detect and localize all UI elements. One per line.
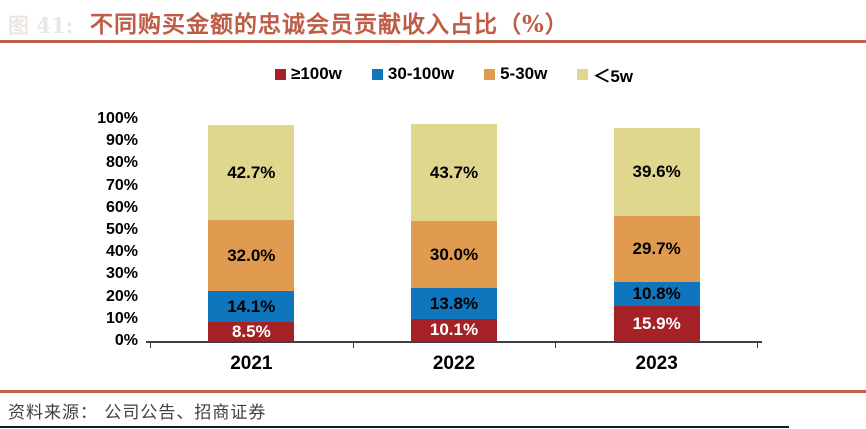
y-axis-tick-label: 40% bbox=[105, 243, 138, 261]
x-axis-category-label: 2023 bbox=[635, 353, 678, 374]
y-axis-tick-label: 20% bbox=[105, 287, 138, 305]
bar-segment-value-label: 29.7% bbox=[632, 239, 681, 259]
bar-segment-2023-30-100w: 10.8% bbox=[613, 281, 700, 306]
bar-segment-value-label: 43.7% bbox=[429, 163, 479, 183]
bar-segment-value-label: 32.0% bbox=[227, 245, 276, 265]
bar-segment-2021-≥100w: 8.5% bbox=[208, 322, 295, 342]
y-axis-tick-label: 10% bbox=[105, 309, 138, 327]
x-axis-line bbox=[146, 341, 762, 343]
chart-title: 不同购买金额的忠诚会员贡献收入占比（%） bbox=[90, 11, 569, 38]
legend-item: 5-30w bbox=[484, 64, 547, 84]
bar-segment-2023-5-30w: 29.7% bbox=[613, 215, 700, 282]
legend-swatch-icon bbox=[577, 68, 589, 80]
x-axis-tick bbox=[757, 343, 758, 348]
bar-segment-2022-≥100w: 10.1% bbox=[411, 318, 497, 341]
bar-segment-2022-30-100w: 13.8% bbox=[411, 287, 497, 319]
title-underline-rule bbox=[0, 40, 866, 43]
legend-swatch-icon bbox=[371, 68, 383, 80]
legend-label: 5-30w bbox=[500, 64, 548, 83]
bar-segment-value-label: 8.5% bbox=[231, 322, 271, 342]
x-axis-category-label: 2021 bbox=[230, 353, 273, 374]
bar-segment-2021-5-30w: 32.0% bbox=[208, 219, 295, 291]
bar-segment-2022-5-30w: 30.0% bbox=[411, 221, 497, 288]
chart-legend: ≥100w 30-100w 5-30w ＜5w bbox=[150, 62, 758, 86]
source-overline-rule bbox=[0, 390, 866, 393]
y-axis-tick-label: 0% bbox=[114, 332, 138, 349]
y-axis-tick-label: 80% bbox=[105, 154, 138, 172]
y-axis-tick-label: 100% bbox=[97, 110, 138, 127]
y-axis-tick-label: 90% bbox=[105, 132, 138, 150]
bar-segment-2023-＜5w: 39.6% bbox=[613, 127, 700, 216]
bar-segment-2023-≥100w: 15.9% bbox=[613, 305, 700, 341]
x-axis-tick bbox=[555, 343, 557, 348]
bar-segment-value-label: 39.6% bbox=[632, 162, 681, 182]
x-axis-tick bbox=[352, 343, 354, 348]
y-axis-tick-label: 50% bbox=[105, 221, 138, 238]
figure-number-label: 图 41: bbox=[8, 13, 74, 38]
legend-label: ≥100w bbox=[290, 64, 342, 83]
bar-segment-value-label: 10.1% bbox=[429, 320, 479, 340]
bar-segment-value-label: 10.8% bbox=[632, 284, 681, 304]
bar-segment-2021-30-100w: 14.1% bbox=[208, 290, 295, 323]
legend-item: ＜5w bbox=[577, 62, 633, 87]
bar-segment-value-label: 14.1% bbox=[227, 296, 276, 316]
legend-label: ＜5w bbox=[593, 66, 634, 86]
y-axis-tick-label: 60% bbox=[105, 198, 138, 216]
x-axis-tick bbox=[150, 343, 151, 348]
bar-segment-value-label: 13.8% bbox=[429, 293, 479, 313]
page-bottom-border bbox=[0, 426, 789, 428]
legend-item: 30-100w bbox=[371, 64, 455, 84]
y-axis-tick-label: 30% bbox=[105, 265, 138, 283]
legend-swatch-icon bbox=[274, 68, 286, 80]
x-axis-category-label: 2022 bbox=[432, 353, 476, 374]
source-text: 资料来源： 公司公告、招商证券 bbox=[8, 403, 267, 423]
bar-segment-2021-＜5w: 42.7% bbox=[208, 124, 295, 220]
bar-segment-value-label: 15.9% bbox=[632, 313, 681, 333]
legend-label: 30-100w bbox=[387, 64, 455, 83]
bar-segment-value-label: 42.7% bbox=[227, 162, 276, 182]
legend-item: ≥100w bbox=[274, 64, 342, 84]
bar-segment-value-label: 30.0% bbox=[429, 245, 479, 265]
legend-swatch-icon bbox=[484, 68, 496, 80]
bar-segment-2022-＜5w: 43.7% bbox=[411, 124, 497, 222]
y-axis-tick-label: 70% bbox=[105, 176, 138, 194]
